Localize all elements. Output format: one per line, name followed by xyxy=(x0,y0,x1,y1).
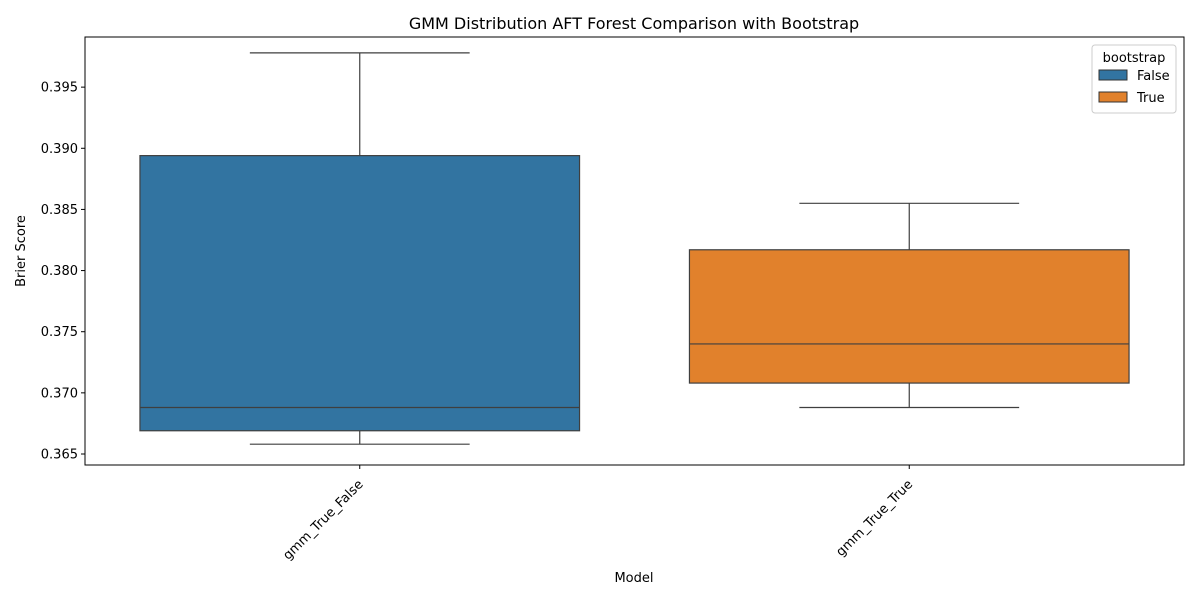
y-tick-label: 0.385 xyxy=(41,203,78,218)
legend-title: bootstrap xyxy=(1103,51,1166,66)
y-axis-label: Brier Score xyxy=(14,215,29,287)
box-iqr xyxy=(139,155,581,432)
x-tick-label: gmm_True_False xyxy=(280,477,366,563)
y-tick-label: 0.395 xyxy=(41,81,78,96)
x-tick-label: gmm_True_True xyxy=(833,477,916,560)
legend: bootstrap False True xyxy=(1091,44,1177,114)
legend-swatch-true xyxy=(1098,91,1128,103)
box-false xyxy=(139,52,581,445)
box-true xyxy=(688,202,1130,409)
y-tick-label: 0.365 xyxy=(41,447,78,462)
legend-label-false: False xyxy=(1137,69,1170,84)
x-axis-label: Model xyxy=(614,571,653,586)
box-iqr xyxy=(688,249,1130,384)
legend-label-true: True xyxy=(1136,91,1165,106)
plot-frame xyxy=(84,36,1185,466)
y-tick-label: 0.370 xyxy=(41,386,78,401)
y-tick-label: 0.375 xyxy=(41,325,78,340)
boxes-group xyxy=(139,52,1130,445)
y-tick-label: 0.390 xyxy=(41,142,78,157)
chart-title: GMM Distribution AFT Forest Comparison w… xyxy=(409,14,859,33)
x-axis: gmm_True_False gmm_True_True xyxy=(280,465,916,563)
y-tick-label: 0.380 xyxy=(41,264,78,279)
y-axis: 0.365 0.370 0.375 0.380 0.385 0.390 0.395 xyxy=(41,81,85,462)
legend-swatch-false xyxy=(1098,69,1128,81)
